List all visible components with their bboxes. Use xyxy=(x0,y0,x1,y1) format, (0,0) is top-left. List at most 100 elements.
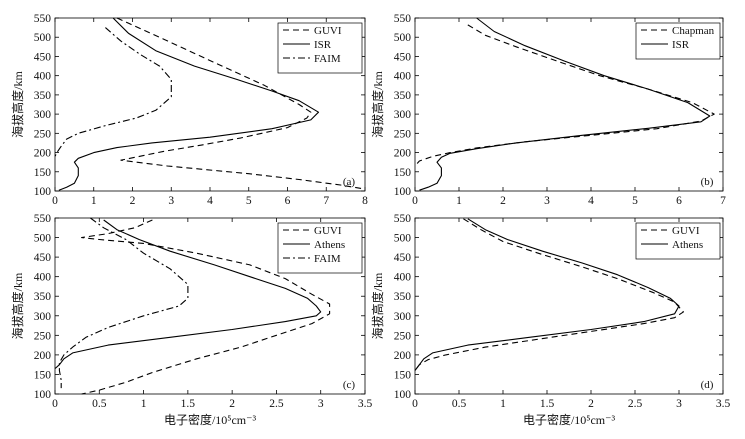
x-tick-label: 1 xyxy=(91,195,97,207)
y-tick-label: 550 xyxy=(394,13,412,25)
x-tick-label: 1 xyxy=(141,398,147,410)
y-tick-label: 350 xyxy=(34,291,52,303)
x-tick-label: 1.5 xyxy=(540,398,555,410)
chart-panel-2: 0 0.5 1 1.5 2 2.5 3 3.5 100 150 200 250 300 350 400 450… xyxy=(10,213,372,427)
legend-box xyxy=(277,222,363,274)
legend-label-chapman: Chapman xyxy=(672,25,715,37)
panel-label: (b) xyxy=(701,176,714,188)
y-tick-label: 300 xyxy=(394,109,412,121)
series-line-athens xyxy=(54,219,322,370)
x-tick-label: 1 xyxy=(500,398,506,410)
y-tick-label: 100 xyxy=(34,186,52,198)
y-tick-label: 200 xyxy=(394,148,412,160)
x-tick-label: 2.5 xyxy=(269,398,284,410)
x-tick-label: 3 xyxy=(676,398,682,410)
panel-label: (a) xyxy=(343,176,356,188)
x-tick-label: 3 xyxy=(318,398,324,410)
x-tick-label: 5 xyxy=(632,195,638,207)
y-tick-label: 450 xyxy=(34,51,52,63)
x-tick-label: 3.5 xyxy=(716,398,731,410)
y-tick-label: 350 xyxy=(34,90,52,102)
plot-frame xyxy=(414,17,724,192)
series-line-isr xyxy=(419,17,711,191)
y-tick-label: 200 xyxy=(34,148,52,160)
legend-box xyxy=(277,22,363,74)
plot-frame xyxy=(414,217,724,395)
x-tick-label: 1 xyxy=(456,195,462,207)
chart-panel-3: 0 0.5 1 1.5 2 2.5 3 3.5 100 150 200 250 300 350 400 450… xyxy=(370,213,730,427)
legend-label-faim: FAIM xyxy=(314,53,341,65)
x-tick-label: 0.5 xyxy=(452,398,467,410)
y-axis-label: 海拔高度/km xyxy=(370,71,385,138)
legend-label-guvi: GUVI xyxy=(314,25,342,37)
y-tick-label: 450 xyxy=(34,252,52,264)
x-axis-label: 电子密度/10⁵cm⁻³ xyxy=(523,412,616,427)
y-tick-label: 100 xyxy=(394,389,412,401)
x-tick-label: 0.5 xyxy=(92,398,107,410)
y-tick-label: 300 xyxy=(34,311,52,323)
chart-panel-1: 0 1 2 3 4 5 6 7 100 150 200 250 300 350 400 450 500 550 海拔… xyxy=(370,13,726,207)
y-tick-label: 400 xyxy=(394,272,412,284)
y-tick-label: 450 xyxy=(394,51,412,63)
y-tick-label: 500 xyxy=(34,233,52,245)
series-line-guvi xyxy=(81,219,331,395)
y-tick-label: 250 xyxy=(34,330,52,342)
x-tick-label: 3.5 xyxy=(358,398,373,410)
x-tick-label: 4 xyxy=(207,195,213,207)
x-tick-label: 1.5 xyxy=(181,398,196,410)
x-tick-label: 5 xyxy=(246,195,252,207)
x-tick-label: 0 xyxy=(52,195,58,207)
x-tick-label: 7 xyxy=(720,195,726,207)
y-tick-label: 150 xyxy=(394,369,412,381)
legend-label-guvi: GUVI xyxy=(672,225,700,237)
y-tick-label: 500 xyxy=(394,32,412,44)
panel-label: (c) xyxy=(343,379,356,391)
x-tick-label: 0 xyxy=(52,398,58,410)
legend-label-athens: Athens xyxy=(672,239,703,251)
y-tick-label: 500 xyxy=(34,32,52,44)
panel-label: (d) xyxy=(701,379,714,391)
y-tick-label: 150 xyxy=(34,369,52,381)
y-tick-label: 100 xyxy=(394,186,412,198)
series-line-chapman xyxy=(414,24,715,167)
y-tick-label: 400 xyxy=(394,71,412,83)
plot-frame xyxy=(54,217,366,395)
series-line-athens xyxy=(414,218,680,371)
y-tick-label: 200 xyxy=(394,350,412,362)
y-tick-label: 400 xyxy=(34,272,52,284)
x-tick-label: 2 xyxy=(229,398,235,410)
x-tick-label: 6 xyxy=(285,195,291,207)
series-line-faim xyxy=(58,217,189,389)
legend-label-faim: FAIM xyxy=(314,253,341,265)
x-tick-label: 6 xyxy=(676,195,682,207)
y-tick-label: 500 xyxy=(394,233,412,245)
y-tick-label: 150 xyxy=(394,167,412,179)
y-tick-label: 350 xyxy=(394,90,412,102)
series-line-isr xyxy=(58,17,320,191)
chart-panel-0: 0 1 2 3 4 5 6 7 8 100 150 200 250 300 350 400 450 500 550 海… xyxy=(10,13,368,207)
y-tick-label: 200 xyxy=(34,350,52,362)
y-tick-label: 400 xyxy=(34,71,52,83)
x-tick-label: 0 xyxy=(412,398,418,410)
x-tick-label: 3 xyxy=(544,195,550,207)
legend-label-isr: ISR xyxy=(672,39,690,51)
y-tick-label: 100 xyxy=(34,389,52,401)
y-tick-label: 550 xyxy=(34,13,52,25)
series-line-guvi xyxy=(116,17,366,190)
y-tick-label: 250 xyxy=(34,128,52,140)
y-tick-label: 550 xyxy=(394,213,412,225)
y-axis-label: 海拔高度/km xyxy=(10,272,25,339)
y-axis-label: 海拔高度/km xyxy=(10,71,25,138)
x-tick-label: 2 xyxy=(500,195,506,207)
legend-box xyxy=(635,222,721,260)
x-axis-label: 电子密度/10⁵cm⁻³ xyxy=(164,412,257,427)
y-tick-label: 300 xyxy=(34,109,52,121)
x-tick-label: 2.5 xyxy=(628,398,643,410)
x-tick-label: 4 xyxy=(588,195,594,207)
x-tick-label: 0 xyxy=(412,195,418,207)
x-tick-label: 3 xyxy=(168,195,174,207)
y-tick-label: 350 xyxy=(394,291,412,303)
y-tick-label: 250 xyxy=(394,330,412,342)
x-tick-label: 7 xyxy=(323,195,329,207)
